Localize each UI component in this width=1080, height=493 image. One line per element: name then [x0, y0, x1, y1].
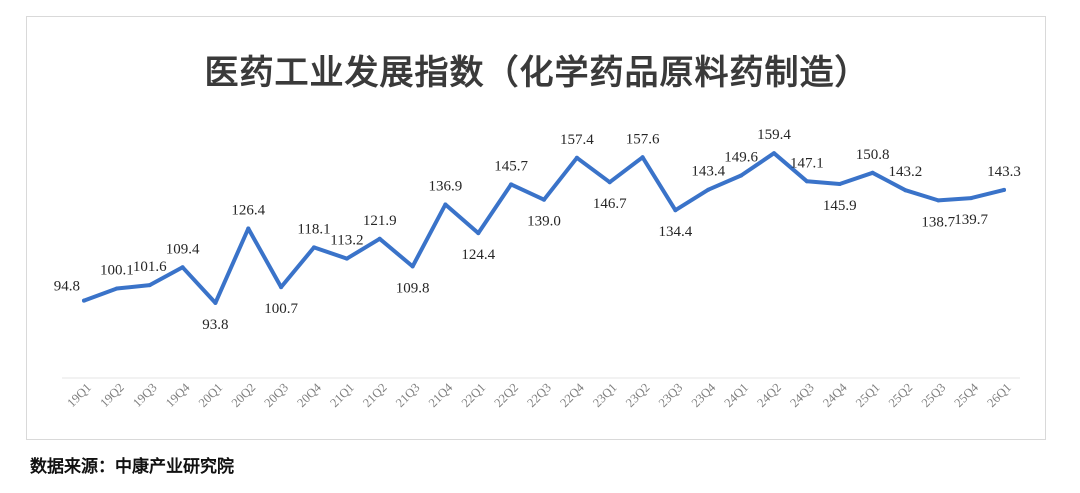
data-label-25Q1: 150.8 [856, 147, 890, 163]
x-tick-label-24Q1: 24Q1 [721, 380, 751, 410]
x-tick-label-19Q3: 19Q3 [130, 380, 160, 410]
x-tick-label-20Q1: 20Q1 [196, 380, 226, 410]
x-tick-label-23Q4: 23Q4 [689, 380, 719, 410]
x-tick-label-21Q4: 21Q4 [426, 380, 456, 410]
data-label-21Q3: 109.8 [396, 280, 430, 296]
x-tick-label-23Q2: 23Q2 [623, 380, 653, 410]
data-point-25Q2 [903, 188, 908, 193]
data-point-21Q2 [377, 236, 382, 241]
x-tick-label-19Q4: 19Q4 [163, 380, 193, 410]
data-label-22Q3: 139.0 [527, 214, 561, 230]
x-tick-label-22Q4: 22Q4 [557, 380, 587, 410]
data-label-25Q3: 138.7 [921, 214, 955, 230]
x-tick-label-25Q2: 25Q2 [886, 380, 916, 410]
data-point-23Q2 [640, 155, 645, 160]
data-label-23Q4: 143.4 [691, 164, 725, 180]
data-label-19Q1: 94.8 [54, 279, 80, 295]
x-tick-label-21Q2: 21Q2 [360, 380, 390, 410]
x-tick-label-25Q1: 25Q1 [853, 380, 883, 410]
data-point-20Q2 [246, 226, 251, 231]
x-tick-label-21Q3: 21Q3 [393, 380, 423, 410]
x-tick-label-20Q3: 20Q3 [261, 380, 291, 410]
data-label-20Q2: 126.4 [231, 203, 265, 219]
data-point-19Q3 [147, 283, 152, 288]
data-point-24Q3 [804, 179, 809, 184]
data-point-21Q1 [344, 256, 349, 261]
data-point-21Q4 [443, 202, 448, 207]
data-label-19Q2: 100.1 [100, 263, 134, 279]
data-label-19Q3: 101.6 [133, 259, 167, 275]
data-point-20Q3 [279, 285, 284, 290]
data-point-21Q3 [410, 264, 415, 269]
x-tick-label-24Q2: 24Q2 [754, 380, 784, 410]
x-tick-label-22Q2: 22Q2 [491, 380, 521, 410]
chart-title: 医药工业发展指数（化学药品原料药制造） [204, 53, 870, 93]
data-point-25Q1 [870, 170, 875, 175]
data-label-22Q4: 157.4 [560, 132, 594, 148]
x-tick-label-19Q2: 19Q2 [97, 380, 127, 410]
data-label-21Q2: 121.9 [363, 213, 397, 229]
x-tick-label-26Q1: 26Q1 [984, 380, 1014, 410]
x-tick-label-25Q4: 25Q4 [951, 380, 981, 410]
data-label-24Q4: 145.9 [823, 198, 857, 214]
x-tick-label-24Q4: 24Q4 [820, 380, 850, 410]
data-label-20Q3: 100.7 [264, 301, 298, 317]
data-point-23Q3 [673, 208, 678, 213]
data-point-25Q4 [969, 196, 974, 201]
x-tick-label-22Q3: 22Q3 [524, 380, 554, 410]
data-label-21Q4: 136.9 [429, 179, 463, 195]
data-label-26Q1: 143.3 [987, 164, 1021, 180]
x-tick-label-20Q2: 20Q2 [229, 380, 259, 410]
data-point-23Q4 [706, 187, 711, 192]
data-point-22Q1 [476, 231, 481, 236]
line-chart: 94.8 100.1 101.6 109.4 93.8 126.4 100.7 118.111… [54, 127, 1021, 410]
data-source-note: 数据来源：中康产业研究院 [30, 457, 234, 477]
data-point-19Q4 [180, 265, 185, 270]
data-label-20Q4: 118.1 [297, 221, 330, 237]
data-point-19Q2 [114, 286, 119, 291]
x-tick-label-23Q1: 23Q1 [590, 380, 620, 410]
data-label-24Q3: 147.1 [790, 155, 824, 171]
data-point-24Q1 [739, 173, 744, 178]
data-label-21Q1: 113.2 [330, 233, 363, 249]
data-point-22Q3 [542, 197, 546, 202]
data-label-24Q2: 159.4 [757, 127, 791, 143]
data-point-20Q4 [312, 245, 316, 250]
data-label-22Q2: 145.7 [494, 158, 528, 174]
x-tick-label-25Q3: 25Q3 [919, 380, 949, 410]
data-label-19Q4: 109.4 [166, 241, 200, 257]
data-label-22Q1: 124.4 [461, 247, 495, 263]
data-point-19Q1 [82, 298, 86, 303]
x-tick-label-24Q3: 24Q3 [787, 380, 817, 410]
data-label-24Q1: 149.6 [724, 150, 758, 166]
data-point-22Q2 [509, 182, 514, 187]
data-point-22Q4 [574, 155, 579, 160]
data-label-25Q2: 143.2 [889, 164, 923, 180]
data-label-23Q1: 146.7 [593, 196, 627, 212]
x-tick-label-23Q3: 23Q3 [656, 380, 686, 410]
data-point-23Q1 [607, 180, 612, 185]
data-point-20Q1 [213, 300, 218, 305]
x-tick-label-21Q1: 21Q1 [327, 380, 357, 410]
data-point-26Q1 [1002, 187, 1006, 192]
data-label-25Q4: 139.7 [954, 212, 988, 228]
data-label-23Q3: 134.4 [659, 224, 693, 240]
chart-frame: 医药工业发展指数（化学药品原料药制造） [26, 16, 1046, 440]
data-point-24Q4 [837, 182, 842, 186]
x-tick-label-22Q1: 22Q1 [459, 380, 489, 410]
x-tick-label-20Q4: 20Q4 [294, 380, 324, 410]
data-label-20Q1: 93.8 [202, 317, 228, 333]
data-point-24Q2 [772, 151, 776, 156]
x-tick-label-19Q1: 19Q1 [64, 380, 94, 410]
data-point-25Q3 [936, 198, 941, 203]
data-label-23Q2: 157.6 [626, 131, 660, 147]
